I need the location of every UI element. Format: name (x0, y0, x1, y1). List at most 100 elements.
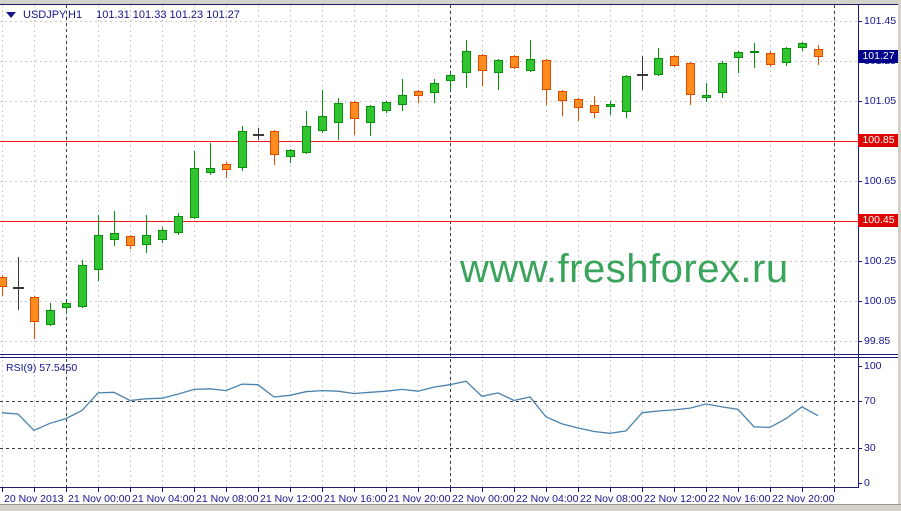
time-axis-tick (642, 488, 643, 492)
price-axis-label: 101.45 (864, 15, 897, 27)
candle-doji-bar (253, 134, 264, 136)
candle-body (286, 150, 295, 157)
vertical-gridline (770, 5, 771, 487)
header-ohlc-values: 101.31 101.33 101.23 101.27 (96, 9, 240, 21)
candle-body (798, 43, 807, 48)
vertical-gridline (34, 5, 35, 487)
price-axis-label: 99.85 (864, 335, 891, 347)
candle-body (318, 116, 327, 131)
vertical-gridline (258, 5, 259, 487)
rsi-axis-tick (858, 483, 862, 484)
window-top-edge (0, 0, 901, 4)
vertical-gridline (162, 5, 163, 487)
price-axis-tick (858, 301, 862, 302)
day-separator-line (834, 5, 835, 487)
vertical-gridline (546, 5, 547, 487)
candle-body (766, 53, 775, 65)
vertical-gridline (706, 5, 707, 487)
rsi-panel[interactable] (0, 358, 858, 487)
candle-body (62, 303, 71, 308)
candle-body (734, 52, 743, 58)
rsi-axis-label: 0 (864, 477, 870, 489)
candle-body (446, 75, 455, 81)
time-axis-tick (194, 488, 195, 492)
price-level-badge: 100.85 (858, 134, 899, 147)
rsi-axis-label: 100 (864, 360, 882, 372)
time-axis-tick (290, 488, 291, 492)
symbol-dropdown-icon[interactable] (6, 12, 16, 19)
rsi-level-line (0, 401, 858, 402)
candle-body (158, 230, 167, 240)
candle-body (526, 59, 535, 71)
candle-wick (530, 40, 531, 72)
horizontal-gridline (0, 261, 858, 262)
time-axis-label: 21 Nov 16:00 (324, 493, 387, 505)
time-axis-tick (98, 488, 99, 492)
vertical-gridline (226, 5, 227, 487)
time-axis-tick (130, 488, 131, 492)
candle-doji-bar (637, 74, 648, 76)
candle-wick (418, 90, 419, 103)
candle-body (590, 105, 599, 113)
price-axis-tick (858, 341, 862, 342)
time-axis-label: 21 Nov 00:00 (68, 493, 131, 505)
candle-body (190, 168, 199, 218)
candle-body (478, 55, 487, 71)
current-price-badge: 101.27 (858, 50, 899, 63)
candle-wick (498, 59, 499, 90)
vertical-gridline (386, 5, 387, 487)
time-axis-label: 20 Nov 2013 (4, 493, 64, 505)
candle-body (606, 104, 615, 107)
vertical-gridline (610, 5, 611, 487)
candle-body (222, 164, 231, 170)
horizontal-price-line[interactable] (0, 221, 858, 222)
candle-body (334, 103, 343, 123)
time-axis-tick (66, 488, 67, 492)
time-axis-tick (322, 488, 323, 492)
candle-body (142, 235, 151, 245)
price-axis-tick (858, 261, 862, 262)
candle-body (542, 60, 551, 90)
price-axis-label: 101.05 (864, 95, 897, 107)
candle-body (494, 60, 503, 73)
price-axis[interactable] (858, 4, 898, 487)
time-axis-tick (610, 488, 611, 492)
rsi-panel-bottom-border (0, 487, 859, 488)
candle-body (126, 236, 135, 246)
time-axis-tick (258, 488, 259, 492)
panel-splitter-line-1[interactable] (0, 354, 898, 355)
candle-wick (210, 143, 211, 175)
price-axis-label: 100.05 (864, 295, 897, 307)
candle-wick (738, 51, 739, 73)
candle-body (558, 91, 567, 101)
candle-wick (754, 43, 755, 68)
time-axis-tick (2, 488, 3, 492)
candle-body (30, 297, 39, 322)
horizontal-gridline (0, 61, 858, 62)
price-axis-label: 100.65 (864, 175, 897, 187)
candle-body (398, 95, 407, 105)
price-panel-top-border (0, 4, 898, 5)
candle-body (718, 63, 727, 93)
window-right-edge (898, 0, 901, 511)
horizontal-gridline (0, 101, 858, 102)
broker-watermark: www.freshforex.ru (460, 247, 789, 291)
candle-body (462, 51, 471, 73)
horizontal-gridline (0, 301, 858, 302)
candle-doji-bar (13, 287, 24, 289)
candle-body (814, 49, 823, 57)
time-axis-tick (386, 488, 387, 492)
panel-splitter-line-2[interactable] (0, 357, 898, 358)
horizontal-price-line[interactable] (0, 141, 858, 142)
horizontal-gridline (0, 181, 858, 182)
day-separator-line (66, 5, 67, 487)
vertical-gridline (322, 5, 323, 487)
price-axis-tick (858, 181, 862, 182)
time-axis-tick (578, 488, 579, 492)
vertical-gridline (802, 5, 803, 487)
price-axis-tick (858, 101, 862, 102)
candle-body (574, 99, 583, 108)
candle-body (270, 131, 279, 155)
candle-wick (114, 211, 115, 246)
